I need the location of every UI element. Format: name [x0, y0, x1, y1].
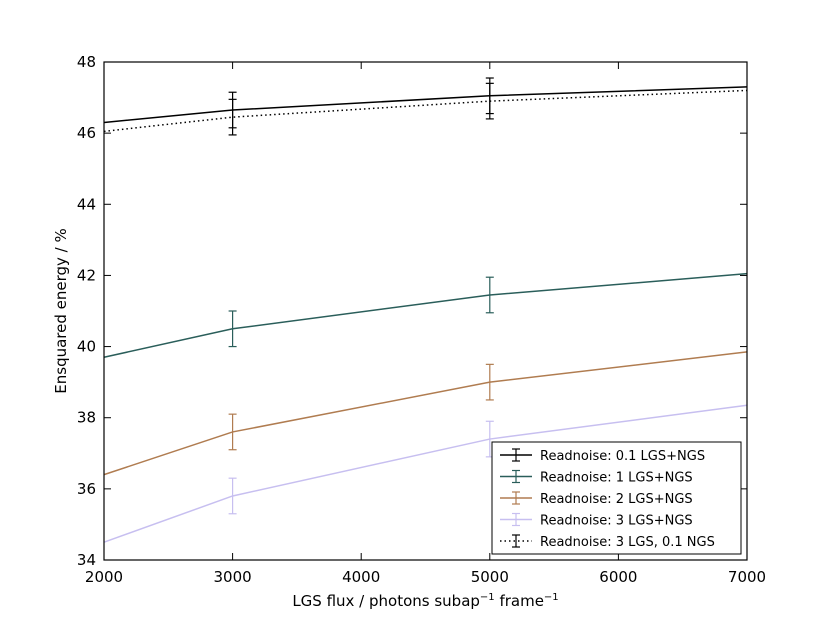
- plot-frame: [103, 61, 748, 561]
- x-tick-label: 7000: [728, 568, 766, 586]
- x-tick-label: 6000: [599, 568, 637, 586]
- series-line: [103, 89, 748, 133]
- y-tick-label: 40: [77, 338, 96, 356]
- legend-label: Readnoise: 3 LGS+NGS: [540, 514, 693, 529]
- y-tick-label: 46: [77, 124, 96, 142]
- y-tick-label: 48: [77, 53, 96, 71]
- series-line: [103, 404, 748, 543]
- series-line: [103, 86, 748, 124]
- x-tick-label: 3000: [214, 568, 252, 586]
- legend: Readnoise: 0.1 LGS+NGS Readnoise: 1 LGS+N…: [491, 441, 742, 555]
- axis-ticks: 2000 3000 4000 5000 6000 7000 34 36 38 40 42 44 46 48: [77, 53, 766, 586]
- y-tick-label: 42: [77, 266, 96, 284]
- x-tick-label: 4000: [342, 568, 380, 586]
- legend-label: Readnoise: 0.1 LGS+NGS: [540, 449, 705, 464]
- plot-area: [103, 77, 748, 543]
- legend-label: Readnoise: 1 LGS+NGS: [540, 471, 693, 486]
- x-tick-label: 2000: [85, 568, 123, 586]
- x-tick-label: 5000: [471, 568, 509, 586]
- series-line: [103, 272, 748, 358]
- series-line: [103, 351, 748, 476]
- x-axis-label: LGS flux / photons subap−1 frame−1: [292, 592, 558, 610]
- legend-label: Readnoise: 2 LGS+NGS: [540, 492, 693, 507]
- y-tick-label: 34: [77, 551, 96, 569]
- y-tick-label: 36: [77, 480, 96, 498]
- y-tick-label: 38: [77, 409, 96, 427]
- legend-label: Readnoise: 3 LGS, 0.1 NGS: [540, 535, 715, 550]
- y-tick-label: 44: [77, 195, 96, 213]
- legend-box: [491, 441, 742, 555]
- y-axis-label: Ensquared energy / %: [52, 228, 70, 393]
